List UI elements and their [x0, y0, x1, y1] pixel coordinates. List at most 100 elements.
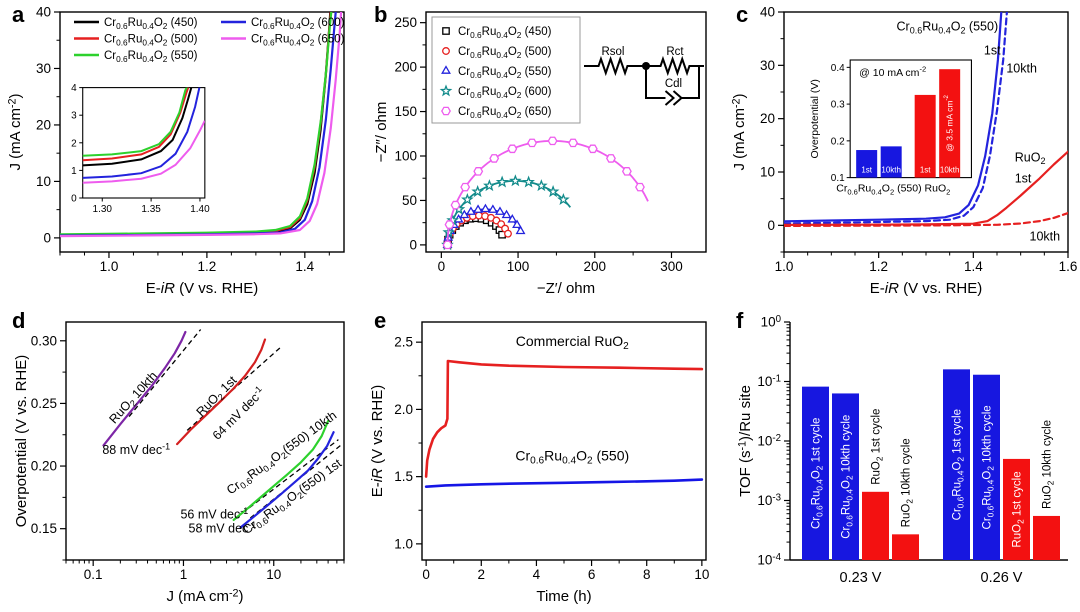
svg-text:Cdl: Cdl [665, 78, 682, 90]
svg-text:50: 50 [402, 193, 417, 208]
svg-text:0.3: 0.3 [831, 100, 845, 111]
svg-text:1.0: 1.0 [394, 536, 413, 551]
svg-text:4: 4 [71, 83, 77, 94]
svg-text:1st: 1st [984, 44, 1001, 58]
svg-text:Overpotential (V): Overpotential (V) [809, 79, 821, 158]
svg-text:Cr0.6Ru0.4O2 10kth cycle: Cr0.6Ru0.4O2 10kth cycle [982, 405, 996, 529]
svg-text:1.35: 1.35 [141, 204, 161, 215]
svg-text:@ 10 mA cm-2: @ 10 mA cm-2 [859, 65, 926, 80]
svg-text:0.2: 0.2 [831, 136, 845, 147]
svg-text:Time (h): Time (h) [536, 588, 591, 605]
svg-text:0.15: 0.15 [31, 521, 57, 536]
svg-text:10-3: 10-3 [757, 493, 781, 509]
svg-text:58 mV dec-1: 58 mV dec-1 [189, 520, 257, 536]
svg-text:J (mA cm-2): J (mA cm-2) [731, 93, 749, 170]
svg-text:Cr0.6Ru0.4O2 (650): Cr0.6Ru0.4O2 (650) [251, 34, 345, 48]
svg-text:1.0: 1.0 [100, 259, 119, 274]
panel-e-letter: e [374, 308, 387, 333]
panel-b-chart: 0 100 200 300 0 50 100 150 200 250 −Z′/ ohm −Z″/ oh… [373, 11, 707, 297]
svg-text:Cr0.6Ru0.4O2 (600): Cr0.6Ru0.4O2 (600) [251, 17, 345, 31]
svg-text:0: 0 [71, 194, 77, 205]
svg-text:Cr0.6Ru0.4O2 (600): Cr0.6Ru0.4O2 (600) [458, 86, 552, 100]
svg-text:200: 200 [394, 60, 417, 75]
panel-c-letter: c [736, 2, 749, 27]
svg-text:100: 100 [394, 149, 417, 164]
svg-text:10: 10 [694, 567, 709, 582]
svg-text:2.0: 2.0 [394, 402, 413, 417]
svg-text:0.23 V: 0.23 V [840, 570, 882, 586]
panel-a-letter: a [12, 2, 25, 27]
svg-text:Cr0.6Ru0.4O2 (650): Cr0.6Ru0.4O2 (650) [458, 106, 552, 120]
svg-text:1.4: 1.4 [964, 259, 983, 274]
svg-text:20: 20 [760, 111, 775, 126]
svg-text:88 mV dec-1: 88 mV dec-1 [102, 442, 170, 458]
svg-text:RuO2: RuO2 [925, 183, 951, 197]
svg-text:1.2: 1.2 [198, 259, 217, 274]
panel-f: f 100 10-1 10-2 10-3 10-4 TOF (s-1)/Ru site Cr… [724, 306, 1080, 612]
svg-text:Overpotential (V vs. RHE): Overpotential (V vs. RHE) [13, 355, 30, 528]
svg-text:200: 200 [584, 259, 607, 274]
svg-text:1.4: 1.4 [295, 259, 314, 274]
svg-text:Rsol: Rsol [601, 46, 624, 58]
svg-text:30: 30 [760, 58, 775, 73]
svg-text:0: 0 [422, 567, 430, 582]
svg-text:1st: 1st [861, 166, 872, 175]
panel-e-chart: 0 2 4 6 8 10 1.0 1.5 2.0 2.5 Time (h) E-iR (V vs. R… [369, 321, 709, 605]
svg-text:10-4: 10-4 [757, 552, 781, 568]
svg-text:1st: 1st [920, 166, 931, 175]
svg-text:Cr0.6Ru0.4O2 (550): Cr0.6Ru0.4O2 (550) [515, 447, 629, 466]
svg-text:1.30: 1.30 [93, 204, 113, 215]
svg-text:10kth: 10kth [940, 166, 960, 175]
svg-text:100: 100 [761, 314, 782, 330]
panel-c: c 1.0 1.2 1.4 1.6 0 10 20 30 40 E-iR (V vs. RHE) J… [724, 0, 1080, 306]
svg-text:1.6: 1.6 [1059, 259, 1078, 274]
svg-text:Cr0.6Ru0.4O2 1st cycle: Cr0.6Ru0.4O2 1st cycle [952, 409, 966, 520]
svg-text:−Z′/ ohm: −Z′/ ohm [537, 280, 595, 297]
svg-text:4: 4 [533, 567, 541, 582]
svg-text:1.40: 1.40 [190, 204, 210, 215]
svg-text:RuO2 1st cycle: RuO2 1st cycle [1012, 471, 1026, 547]
svg-text:1.0: 1.0 [775, 259, 794, 274]
svg-text:6: 6 [588, 567, 596, 582]
svg-text:100: 100 [507, 259, 530, 274]
svg-text:1: 1 [180, 567, 188, 582]
svg-text:Cr0.6Ru0.4O2 (500): Cr0.6Ru0.4O2 (500) [458, 46, 552, 60]
svg-text:0: 0 [767, 218, 775, 233]
svg-text:Cr0.6Ru0.4O2 (550): Cr0.6Ru0.4O2 (550) [104, 50, 198, 64]
svg-text:Cr0.6Ru0.4O2 (450): Cr0.6Ru0.4O2 (450) [104, 17, 198, 31]
svg-text:−Z″/ ohm: −Z″/ ohm [373, 102, 390, 163]
svg-text:Rct: Rct [666, 46, 684, 58]
svg-text:J (mA cm-2): J (mA cm-2) [7, 93, 25, 170]
svg-text:10: 10 [36, 174, 51, 189]
svg-text:1.2: 1.2 [869, 259, 888, 274]
svg-text:150: 150 [394, 104, 417, 119]
svg-text:RuO2 10kth: RuO2 10kth [106, 369, 161, 428]
svg-text:30: 30 [36, 61, 51, 76]
svg-text:1st: 1st [1015, 172, 1032, 186]
svg-text:0: 0 [43, 230, 51, 245]
svg-text:10-2: 10-2 [757, 433, 781, 449]
svg-text:0.30: 0.30 [31, 333, 57, 348]
svg-text:TOF (s-1)/Ru site: TOF (s-1)/Ru site [737, 385, 755, 497]
svg-text:10-1: 10-1 [757, 374, 781, 390]
panel-d-chart: 0.1 1 10 0.15 0.20 0.25 0.30 J (mA cm-2) Overpot… [13, 321, 345, 606]
svg-text:0.4: 0.4 [831, 63, 845, 74]
svg-text:10: 10 [760, 165, 775, 180]
svg-text:0.20: 0.20 [31, 459, 57, 474]
svg-text:E-iR (V vs. RHE): E-iR (V vs. RHE) [146, 280, 259, 297]
svg-text:Cr0.6Ru0.4O2 1st cycle: Cr0.6Ru0.4O2 1st cycle [811, 418, 825, 529]
svg-text:300: 300 [660, 259, 683, 274]
svg-text:@ 3.5 mA cm-2: @ 3.5 mA cm-2 [943, 94, 955, 151]
svg-text:J (mA cm-2): J (mA cm-2) [166, 588, 243, 606]
svg-text:Cr0.6Ru0.4O2 (550): Cr0.6Ru0.4O2 (550) [458, 66, 552, 80]
svg-text:10kth: 10kth [1030, 229, 1061, 243]
svg-text:56 mV dec-1: 56 mV dec-1 [180, 506, 248, 522]
panel-a: a 1.0 1.2 1.4 0 10 20 30 40 E-iR (V vs. RHE) J (m… [0, 0, 356, 306]
svg-text:20: 20 [36, 117, 51, 132]
svg-text:250: 250 [394, 15, 417, 30]
svg-text:0: 0 [438, 259, 446, 274]
panel-e: e 0 2 4 6 8 10 1.0 1.5 2.0 2.5 Time (h) E-iR (V vs.… [362, 306, 718, 612]
svg-text:2.5: 2.5 [394, 335, 413, 350]
